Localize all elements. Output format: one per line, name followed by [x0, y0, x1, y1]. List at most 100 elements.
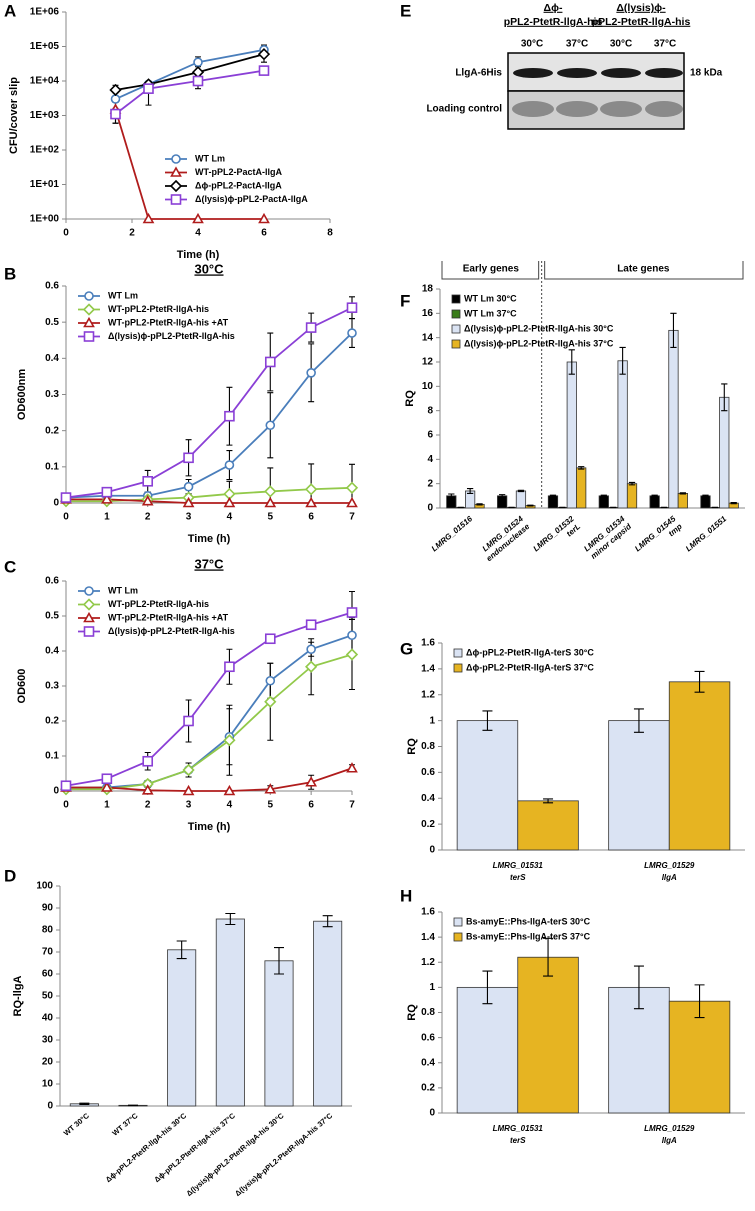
series-line [114, 109, 264, 220]
y-tick-label: 0.2 [45, 425, 59, 436]
marker [306, 367, 316, 378]
marker [141, 784, 154, 795]
x-tick-label: 6 [261, 228, 267, 239]
legend-swatch [451, 294, 461, 304]
error-bar [578, 466, 585, 470]
marker [305, 483, 318, 496]
marker [183, 452, 194, 464]
panel-letter: A [4, 1, 16, 20]
error-bar [225, 912, 236, 926]
y-tick-label: 10 [422, 381, 434, 392]
marker [305, 496, 318, 508]
x-tick-label: WT 30°C [62, 1111, 92, 1138]
marker [83, 316, 95, 328]
marker [83, 626, 95, 637]
x-tick-label: llgA [662, 873, 677, 882]
x-tick-label: llgA [662, 1136, 677, 1145]
bar [547, 495, 559, 509]
x-tick-label: 1 [104, 800, 110, 811]
x-tick-label: Δϕ-pPL2-PtetR-llgA-his 30°C [104, 1111, 189, 1184]
error-bar [702, 494, 709, 497]
y-tick-label: 1E+00 [30, 214, 60, 225]
error-bar [694, 670, 705, 693]
panel-letter: D [4, 866, 16, 885]
x-tick-label: LMRG_01529 [644, 861, 695, 870]
marker [110, 108, 121, 120]
y-tick-label: 50 [42, 991, 54, 1002]
marker [264, 783, 277, 794]
bar [313, 920, 343, 1107]
legend-label: WT Lm [195, 153, 225, 163]
x-tick-label: 4 [195, 228, 201, 239]
bar [517, 800, 579, 851]
legend-label: Bs-amyE::Phs-llgA-terS 30°C [466, 916, 591, 926]
marker [142, 755, 154, 767]
lane-label: 37°C [654, 39, 676, 50]
panel-letter: G [400, 639, 413, 658]
y-tick-label: 1 [429, 715, 435, 726]
marker [264, 485, 277, 498]
y-tick-label: 0.5 [45, 317, 59, 328]
y-tick-label: 16 [422, 308, 434, 319]
column-label: Δ(lysis)ϕ- [616, 2, 666, 14]
error-bar [527, 504, 534, 507]
band [645, 101, 683, 117]
y-tick-label: 0 [53, 498, 59, 509]
x-axis-label: Time (h) [188, 821, 231, 833]
y-tick-label: 0.1 [45, 751, 59, 762]
marker [224, 410, 235, 422]
y-tick-label: 40 [42, 1013, 54, 1024]
y-tick-label: 1E+05 [30, 41, 60, 52]
marker [257, 48, 271, 61]
error-bar [499, 494, 506, 498]
legend-label: Δ(lysis)ϕ-pPL2-PtetR-llgA-his 30°C [464, 323, 614, 333]
legend-label: WT-pPL2-PactA-llgA [195, 167, 282, 177]
marker [258, 212, 270, 224]
marker [258, 65, 270, 76]
marker [305, 660, 318, 673]
legend-label: Δ(lysis)ϕ-pPL2-PtetR-llgA-his [108, 331, 235, 341]
error-bar [651, 494, 658, 497]
marker [101, 773, 113, 785]
y-tick-label: 0.4 [421, 793, 435, 804]
x-tick-label: 7 [349, 800, 355, 811]
bar [456, 720, 519, 851]
x-tick-label: 8 [327, 228, 333, 239]
panel-letter: H [400, 886, 412, 905]
marker [182, 763, 195, 777]
marker [170, 166, 182, 177]
y-tick-label: 0 [427, 503, 433, 514]
x-tick-label: 0 [63, 512, 69, 523]
bar [649, 495, 660, 509]
error-bar [482, 710, 493, 731]
marker [100, 493, 113, 504]
legend-label: Δ(lysis)ϕ-pPL2-PactA-llgA [195, 194, 308, 204]
bar [167, 949, 197, 1107]
y-tick-label: 12 [422, 357, 434, 368]
legend-swatch [453, 917, 463, 927]
band [645, 68, 683, 78]
bracket [544, 261, 744, 280]
error-bar [619, 346, 626, 375]
error-bar [466, 487, 474, 494]
x-tick-label: Δϕ-pPL2-PtetR-llgA-his 37°C [152, 1111, 237, 1184]
lane-label: 37°C [566, 39, 588, 50]
bracket [441, 261, 540, 280]
column-label: Δϕ- [544, 2, 563, 14]
marker [265, 420, 276, 431]
bar [668, 1000, 731, 1114]
bar [626, 483, 638, 509]
y-tick-label: 80 [42, 925, 54, 936]
bar [517, 956, 579, 1114]
marker [141, 495, 154, 506]
y-tick-label: 0 [429, 1108, 435, 1119]
bar [668, 681, 731, 851]
bar [608, 720, 670, 851]
error-bar [670, 312, 677, 348]
bar [215, 918, 245, 1107]
error-bar [274, 947, 284, 975]
legend-label: WT Lm 30°C [464, 293, 517, 303]
y-tick-label: 0.4 [45, 353, 59, 364]
lane-label: 30°C [521, 39, 543, 50]
marker [347, 630, 357, 641]
